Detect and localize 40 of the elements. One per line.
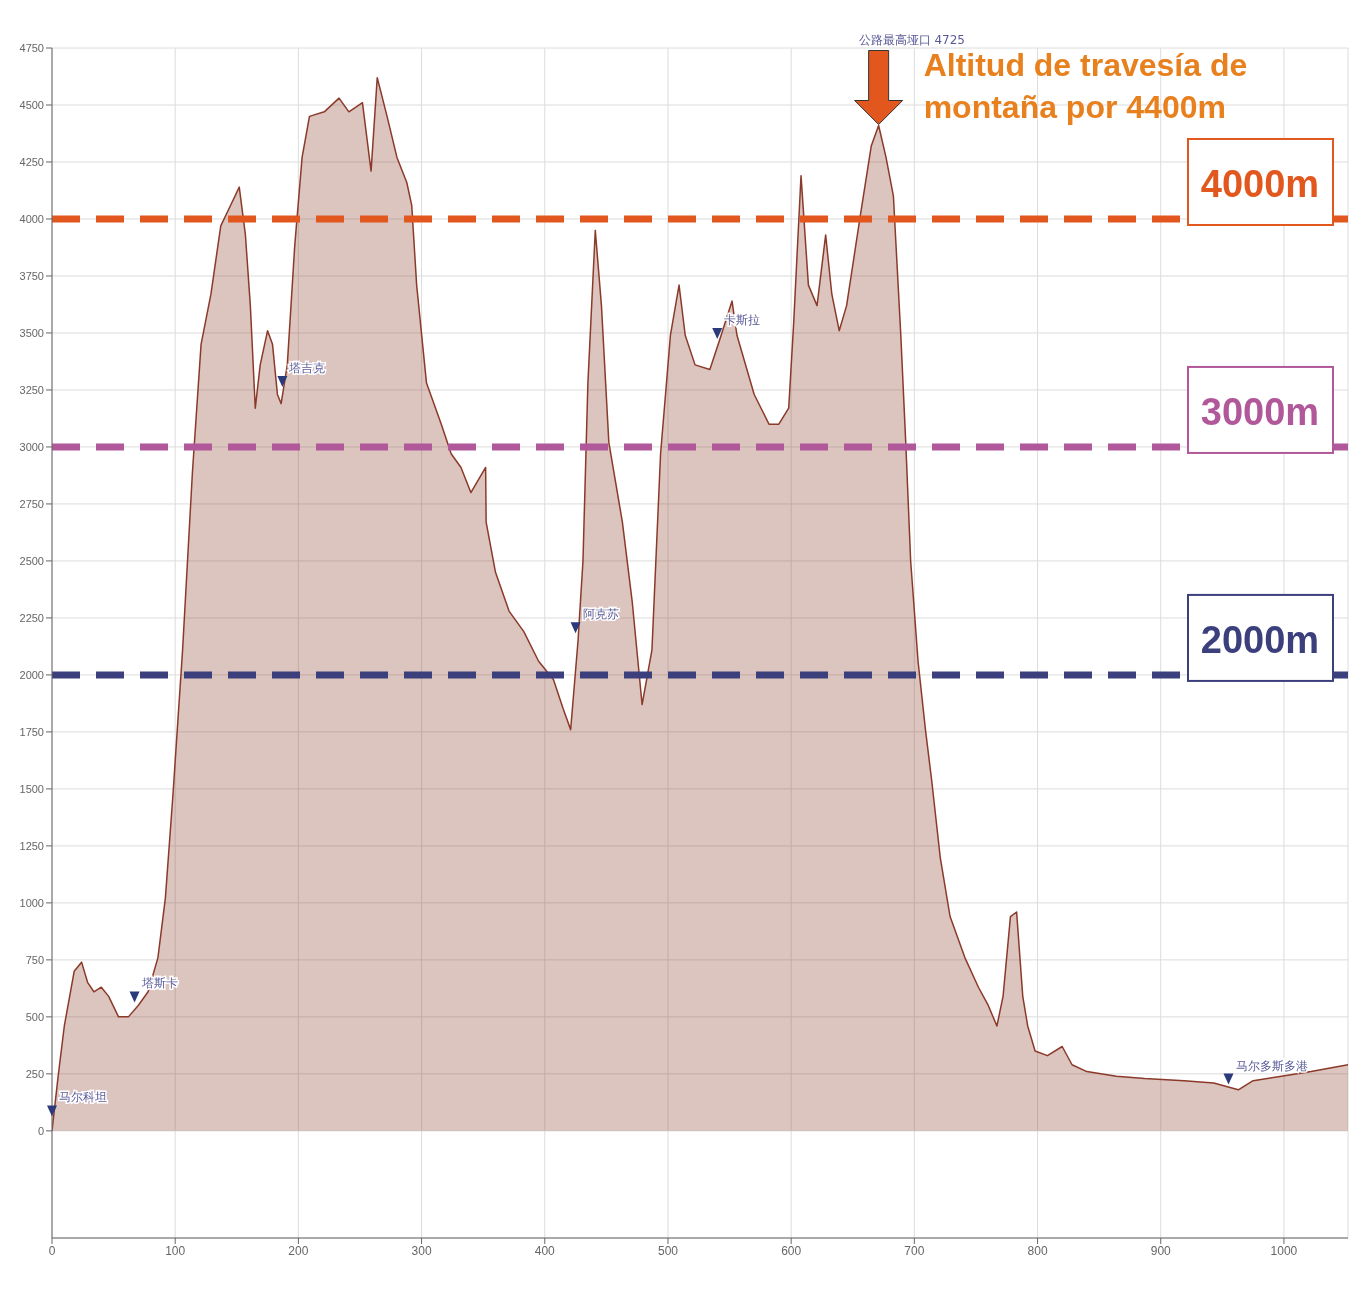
text: 公路最高垭口 4725 [858, 32, 965, 47]
y-tick-label: 500 [25, 1010, 44, 1023]
ref-line-label: 4000m [1200, 162, 1320, 205]
ref-line-label: 3000m [1200, 390, 1320, 433]
y-tick-label: 3750 [19, 269, 44, 282]
x-tick-label: 300 [411, 1243, 432, 1258]
y-tick-label: 1250 [19, 839, 44, 852]
y-tick-label: 3250 [19, 383, 44, 396]
x-tick-label: 100 [165, 1243, 186, 1258]
x-tick-label: 400 [534, 1243, 556, 1258]
y-tick-label: 1000 [19, 896, 44, 909]
x-tick-label: 600 [781, 1243, 802, 1258]
y-tick-label: 4250 [19, 155, 44, 168]
x-tick-label: 900 [1150, 1243, 1172, 1258]
y-tick-label: 750 [25, 953, 44, 966]
x-tick-label: 800 [1027, 1243, 1048, 1258]
x-tick-label: 1000 [1270, 1243, 1298, 1258]
y-tick-label: 1750 [19, 725, 44, 738]
y-tick-label: 4500 [19, 98, 44, 111]
annotation: 马尔多斯多港 [1235, 1058, 1308, 1073]
y-tick-label: 3500 [19, 326, 44, 339]
annotation: 塔吉克 [288, 360, 326, 375]
x-tick-label: 500 [657, 1243, 679, 1258]
annotation: Altitud de travesía de montaña por 4400m [923, 46, 1248, 125]
x-tick-label: 200 [288, 1243, 309, 1258]
x-tick-label: 0 [48, 1243, 56, 1258]
y-tick-label: 4750 [19, 41, 44, 54]
annotation: 阿克苏 [582, 607, 619, 622]
y-tick-label: 0 [37, 1124, 44, 1137]
annotation: 马尔科坦 [59, 1090, 107, 1105]
ref-line-label: 2000m [1200, 618, 1320, 661]
y-tick-label: 250 [25, 1067, 44, 1080]
y-tick-label: 2000 [19, 668, 44, 681]
y-tick-label: 2500 [19, 554, 44, 567]
x-tick-label: 700 [904, 1243, 925, 1258]
y-tick-label: 4000 [19, 212, 44, 225]
y-tick-label: 2250 [19, 611, 44, 624]
y-tick-label: 3000 [19, 440, 44, 453]
y-tick-label: 1500 [19, 782, 44, 795]
y-tick-label: 2750 [19, 497, 44, 510]
